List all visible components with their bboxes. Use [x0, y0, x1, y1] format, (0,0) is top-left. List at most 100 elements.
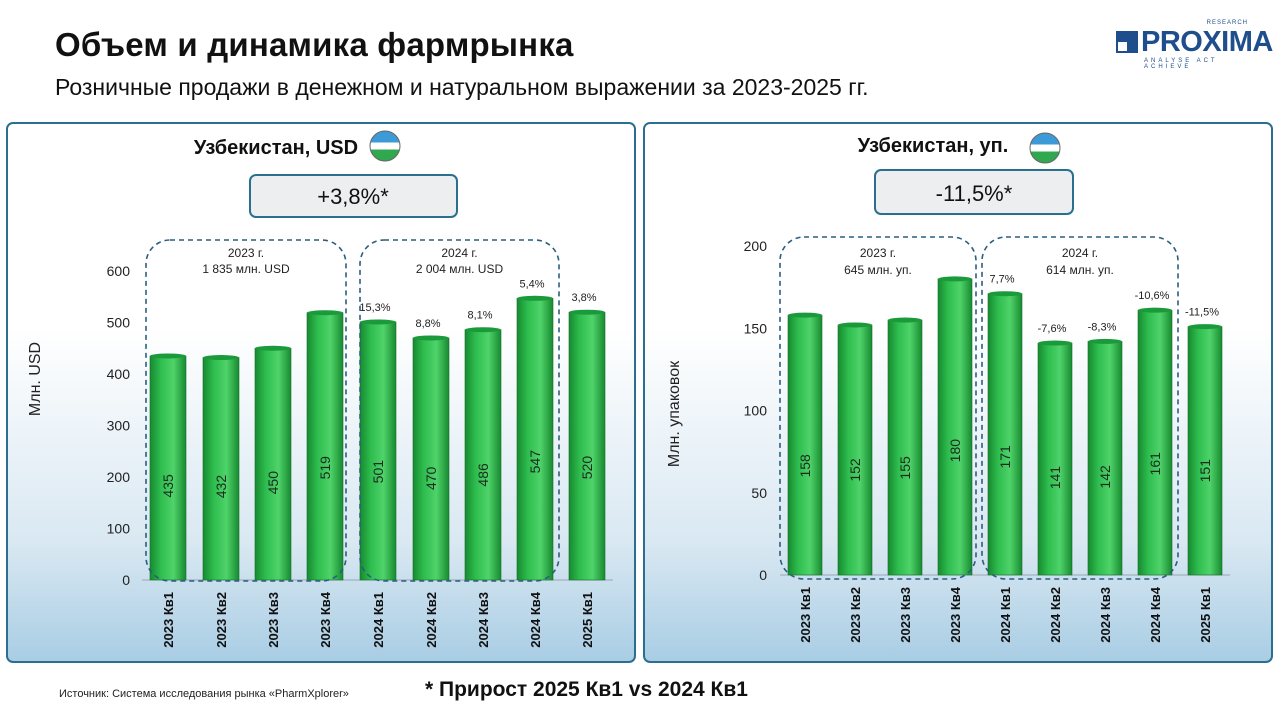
page-subtitle: Розничные продажи в денежном и натуральн… — [55, 74, 869, 100]
bar-value-label: 142 — [1097, 465, 1113, 489]
group-year-label: 2023 г. — [228, 246, 264, 260]
bar-value-label: 158 — [797, 454, 813, 478]
bar-growth-label: -10,6% — [1135, 290, 1170, 302]
x-tick-label: 2023 Кв1 — [798, 587, 813, 643]
bar-5 — [1037, 342, 1073, 576]
bar-value-label: 519 — [317, 456, 333, 480]
group-total-label: 645 млн. уп. — [844, 263, 912, 277]
bar-1 — [202, 357, 240, 581]
group-year-label: 2023 г. — [860, 246, 896, 260]
bar-top-6 — [1088, 338, 1122, 344]
bar-6 — [464, 329, 502, 581]
proxima-logo: PROXIMA RESEARCH ANALYSE ACT ACHIEVE — [1114, 20, 1273, 72]
x-tick-label: 2024 Кв1 — [998, 587, 1013, 643]
uzbekistan-flag-icon — [369, 130, 401, 162]
bar-value-label: 450 — [265, 471, 281, 495]
chart-panel-usd: Узбекистан, USD +3,8%* Млн. USD 0 100 200 300 4… — [6, 122, 636, 663]
x-tick-label: 2023 Кв2 — [214, 592, 229, 648]
bar-growth-label: -11,5% — [1185, 307, 1219, 319]
x-tick-label: 2024 Кв4 — [528, 591, 543, 647]
bar-0 — [149, 355, 187, 581]
x-tick-label: 2024 Кв2 — [424, 592, 439, 648]
bar-4 — [987, 293, 1023, 576]
bar-top-3 — [307, 310, 343, 316]
y-tick-label: 0 — [759, 567, 767, 583]
bar-value-label: 547 — [527, 450, 543, 474]
bar-growth-label: -8,3% — [1088, 321, 1117, 333]
bar-8 — [1187, 326, 1223, 576]
bar-7 — [1137, 309, 1173, 576]
y-tick-label: 600 — [107, 263, 131, 279]
year-group-frame — [779, 236, 977, 580]
growth-badge — [874, 169, 1074, 215]
chart-units: Узбекистан, уп. -11,5%* Млн. упаковок 0 50 10… — [666, 132, 1230, 643]
bar-growth-label: -7,6% — [1038, 323, 1067, 335]
group-total-label: 1 835 млн. USD — [202, 262, 290, 276]
bar-top-6 — [465, 327, 501, 333]
x-tick-label: 2024 Кв3 — [1098, 587, 1113, 643]
y-tick-label: 100 — [107, 521, 131, 537]
bar-top-1 — [838, 322, 872, 328]
bar-top-0 — [150, 353, 186, 359]
group-year-label: 2024 г. — [1062, 246, 1098, 260]
x-tick-label: 2023 Кв4 — [948, 586, 963, 642]
bar-growth-label: 15,3% — [359, 302, 390, 314]
bar-top-3 — [938, 276, 972, 282]
bar-value-label: 152 — [847, 458, 863, 482]
x-tick-label: 2024 Кв3 — [476, 592, 491, 648]
y-tick-label: 50 — [751, 485, 767, 501]
bar-value-label: 151 — [1197, 459, 1213, 483]
chart-panel-units: Узбекистан, уп. -11,5%* Млн. упаковок 0 50 10… — [643, 122, 1273, 663]
bar-growth-label: 7,7% — [989, 274, 1014, 286]
bar-5 — [412, 337, 450, 581]
bar-value-label: 470 — [423, 466, 439, 490]
growth-badge-value: -11,5%* — [936, 181, 1013, 206]
bar-1 — [837, 324, 873, 576]
source-note: Источник: Система исследования рынка «Ph… — [59, 688, 349, 700]
x-tick-label: 2024 Кв4 — [1148, 586, 1163, 642]
y-axis-label: Млн. упаковок — [666, 360, 683, 467]
bar-growth-label: 8,1% — [467, 310, 492, 322]
group-total-label: 614 млн. уп. — [1046, 263, 1114, 277]
bar-top-5 — [1038, 340, 1072, 346]
logo-research: RESEARCH — [1206, 20, 1248, 26]
bar-8 — [568, 311, 606, 581]
chart-title: Узбекистан, USD — [194, 137, 358, 159]
bar-growth-label: 5,4% — [519, 278, 544, 290]
y-axis-label: Млн. USD — [27, 342, 44, 416]
bar-7 — [516, 297, 554, 581]
bar-4 — [359, 321, 397, 581]
bar-value-label: 141 — [1047, 466, 1063, 490]
bar-value-label: 180 — [947, 439, 963, 463]
x-tick-label: 2023 Кв3 — [266, 592, 281, 648]
y-tick-label: 100 — [744, 403, 768, 419]
y-tick-label: 0 — [122, 572, 130, 588]
x-tick-label: 2025 Кв1 — [1198, 587, 1213, 643]
x-tick-label: 2023 Кв2 — [848, 587, 863, 643]
bar-value-label: 486 — [475, 463, 491, 487]
bar-6 — [1087, 341, 1123, 576]
bar-top-7 — [1138, 307, 1172, 313]
bar-top-1 — [203, 355, 239, 361]
page-title: Объем и динамика фармрынка — [55, 26, 574, 63]
bar-value-label: 520 — [579, 456, 595, 480]
year-group-frame — [145, 239, 347, 582]
x-tick-label: 2023 Кв4 — [318, 591, 333, 647]
bar-top-2 — [255, 345, 291, 351]
bar-top-4 — [988, 291, 1022, 297]
group-total-label: 2 004 млн. USD — [416, 262, 504, 276]
bar-top-8 — [1188, 324, 1222, 330]
group-year-label: 2024 г. — [441, 246, 477, 260]
chart-usd: Узбекистан, USD +3,8%* Млн. USD 0 100 200 300 4… — [27, 130, 613, 648]
bar-value-label: 435 — [160, 474, 176, 498]
y-tick-label: 150 — [744, 320, 768, 336]
bar-value-label: 432 — [213, 475, 229, 499]
year-group-frame — [981, 236, 1179, 580]
growth-badge — [249, 174, 458, 218]
year-group-frame — [359, 239, 560, 582]
bar-3 — [306, 312, 344, 581]
growth-footnote: * Прирост 2025 Кв1 vs 2024 Кв1 — [425, 678, 748, 701]
bar-3 — [937, 278, 973, 576]
bar-top-7 — [517, 295, 553, 301]
